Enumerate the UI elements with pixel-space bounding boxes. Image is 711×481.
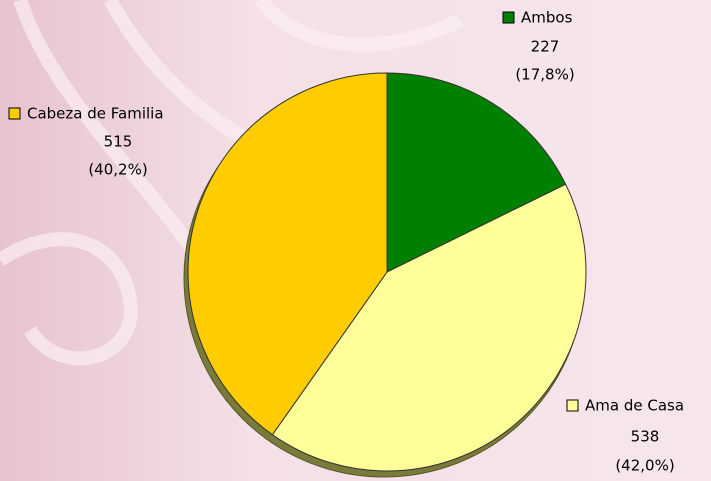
legend-label: Cabeza de Familia <box>27 105 164 123</box>
legend-label: Ama de Casa <box>585 397 684 415</box>
legend-marker <box>566 399 579 412</box>
pie-slice <box>271 183 587 472</box>
legend-marker <box>8 107 21 120</box>
value-label: 227 <box>531 38 560 56</box>
percent-label: (40,2%) <box>88 161 147 179</box>
legend-marker <box>502 11 515 24</box>
pie-slice <box>187 72 388 436</box>
percent-label: (17,8%) <box>515 66 574 84</box>
value-label: 515 <box>104 133 133 151</box>
value-label: 538 <box>631 428 660 446</box>
legend-label: Ambos <box>521 9 573 27</box>
pie-slice <box>386 72 567 273</box>
pie <box>183 72 587 478</box>
percent-label: (42,0%) <box>615 457 674 475</box>
